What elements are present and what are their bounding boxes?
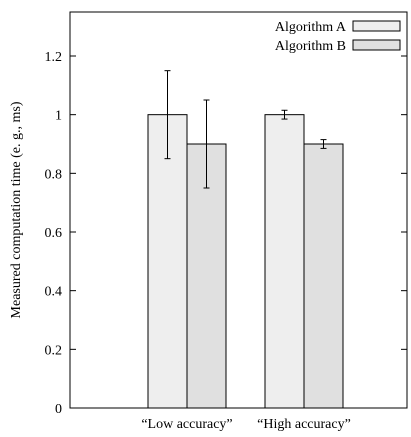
x-tick-label: “High accuracy” [257, 417, 351, 432]
legend-swatch [352, 20, 401, 32]
bar-algorithm-a [264, 114, 305, 409]
legend: Algorithm A Algorithm B [275, 20, 401, 54]
y-tick-label: 0.6 [45, 226, 63, 241]
y-tick-label: 0.8 [45, 167, 63, 182]
bar-algorithm-a [147, 114, 188, 409]
bar-algorithm-b [303, 143, 344, 409]
error-bars [164, 70, 327, 189]
x-tick-label: “Low accuracy” [141, 417, 232, 432]
y-tick-label: 0 [55, 402, 62, 417]
y-tick-label: 0.4 [45, 285, 63, 300]
x-axis: “Low accuracy” “High accuracy” [141, 417, 351, 432]
y-tick-label: 1 [55, 109, 62, 124]
bars [147, 114, 344, 409]
plot-frame [69, 11, 408, 409]
y-tick-label: 0.2 [45, 343, 63, 358]
legend-label: Algorithm B [275, 39, 346, 54]
y-axis: 0 0.2 0.4 0.6 0.8 1 1.2 [45, 50, 407, 417]
legend-swatch [352, 39, 401, 51]
y-axis-label: Measured computation time (e. g., ms) [9, 101, 24, 318]
y-tick-label: 1.2 [45, 50, 63, 65]
legend-label: Algorithm A [275, 20, 347, 35]
